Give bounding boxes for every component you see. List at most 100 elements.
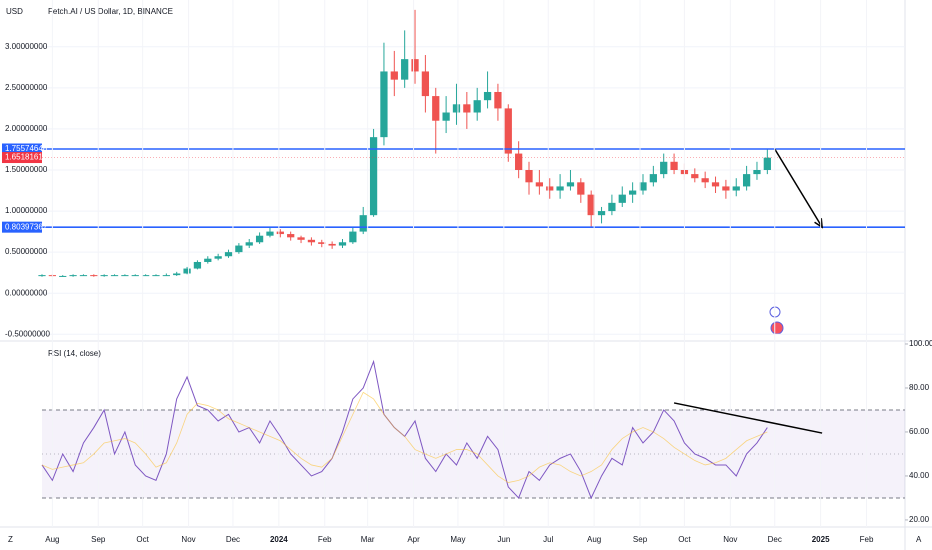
x-tick-label: May bbox=[450, 535, 465, 544]
x-tick-label: Sep bbox=[633, 535, 648, 544]
x-tick-label: Dec bbox=[768, 535, 782, 544]
level-label: 0.80397367 bbox=[5, 222, 48, 231]
candle-body bbox=[152, 275, 160, 277]
level-label: 1.75574648 bbox=[5, 144, 48, 153]
candle-body bbox=[473, 100, 481, 113]
candle-body bbox=[193, 261, 202, 269]
candle-body bbox=[235, 245, 243, 253]
event-icon[interactable] bbox=[770, 321, 784, 335]
candle-body bbox=[349, 231, 357, 243]
x-tick-label: Jul bbox=[543, 535, 553, 544]
candle-body bbox=[79, 275, 88, 277]
indicator-title: RSI (14, close) bbox=[48, 349, 101, 358]
candle-body bbox=[141, 275, 150, 277]
candle-body bbox=[214, 256, 222, 259]
candle-body bbox=[535, 182, 543, 187]
x-tick-label: Aug bbox=[587, 535, 601, 544]
candle-body bbox=[546, 186, 554, 191]
candle-body bbox=[380, 71, 388, 138]
x-tick-label: Aug bbox=[45, 535, 59, 544]
x-tick-label: Nov bbox=[181, 535, 195, 544]
candle-body bbox=[515, 153, 523, 170]
zoom-button[interactable]: Z bbox=[8, 535, 13, 544]
candle-body bbox=[173, 273, 181, 276]
candle-body bbox=[504, 108, 512, 154]
candle-body bbox=[691, 174, 699, 179]
y-tick-label: 0.00000000 bbox=[5, 288, 48, 297]
candle-body bbox=[639, 182, 647, 191]
candle-body bbox=[701, 178, 709, 183]
candle-body bbox=[69, 275, 77, 277]
candle-body bbox=[556, 186, 564, 191]
candle-body bbox=[421, 71, 430, 97]
candle-body bbox=[649, 174, 657, 183]
arrow bbox=[774, 148, 823, 228]
auto-scale-button[interactable]: A bbox=[916, 535, 922, 544]
candle-body bbox=[59, 275, 67, 277]
candle-body bbox=[452, 104, 461, 113]
candle-body bbox=[276, 231, 284, 235]
candle-body bbox=[183, 268, 191, 274]
candle-body bbox=[297, 237, 305, 240]
x-tick-label: 2024 bbox=[270, 535, 288, 544]
x-tick-label: Apr bbox=[407, 535, 420, 544]
candle-body bbox=[224, 252, 233, 257]
candle-body bbox=[204, 258, 212, 262]
candle-body bbox=[577, 182, 585, 195]
candle-body bbox=[131, 275, 139, 277]
x-tick-label: Oct bbox=[678, 535, 691, 544]
candle-body bbox=[525, 170, 533, 183]
x-tick-label: 2025 bbox=[812, 535, 830, 544]
candle-body bbox=[753, 170, 761, 175]
y-tick-label: 20.00 bbox=[909, 515, 930, 524]
candle-body bbox=[463, 104, 471, 113]
candle-body bbox=[245, 242, 253, 246]
level-label-box bbox=[2, 143, 42, 155]
candle-body bbox=[390, 71, 398, 80]
y-tick-label: 2.50000000 bbox=[5, 83, 48, 92]
y-tick-label: 40.00 bbox=[909, 471, 930, 480]
candle-body bbox=[121, 275, 129, 277]
chart-title: Fetch.AI / US Dollar, 1D, BINANCE bbox=[48, 7, 173, 16]
candle-body bbox=[338, 242, 347, 246]
x-tick-label: Jun bbox=[497, 535, 510, 544]
candle-body bbox=[287, 234, 295, 238]
x-tick-label: Dec bbox=[226, 535, 240, 544]
candle-body bbox=[722, 186, 730, 191]
candle-body bbox=[608, 202, 616, 212]
x-tick-label: Feb bbox=[318, 535, 332, 544]
y-tick-label: 3.00000000 bbox=[5, 42, 48, 51]
candle-body bbox=[763, 157, 771, 170]
last-price-box bbox=[2, 152, 42, 164]
y-tick-label: 0.50000000 bbox=[5, 247, 48, 256]
candle-body bbox=[307, 239, 316, 243]
candle-body bbox=[359, 215, 367, 232]
candle-body bbox=[670, 161, 678, 170]
candle-body bbox=[369, 137, 378, 216]
candle-body bbox=[411, 59, 419, 72]
candle-body bbox=[566, 182, 575, 187]
y-tick-label: 100.00 bbox=[909, 339, 932, 348]
currency-label: USD bbox=[6, 7, 23, 16]
rsi-ma-line bbox=[41, 391, 768, 483]
candle-body bbox=[110, 275, 119, 277]
rsi-band bbox=[42, 409, 905, 498]
candle-body bbox=[318, 242, 326, 244]
candle-body bbox=[255, 235, 264, 243]
x-tick-label: Feb bbox=[860, 535, 874, 544]
arrow-head bbox=[814, 218, 823, 229]
x-tick-label: Sep bbox=[91, 535, 106, 544]
candle-body bbox=[266, 231, 274, 236]
y-tick-label: 80.00 bbox=[909, 383, 930, 392]
candle-body bbox=[732, 186, 740, 191]
candle-body bbox=[618, 194, 626, 203]
candle-body bbox=[100, 275, 108, 277]
candle-body bbox=[162, 275, 170, 277]
y-tick-label: 2.00000000 bbox=[5, 124, 48, 133]
last-price-label: 1.65181610 bbox=[5, 153, 48, 162]
candle-body bbox=[742, 174, 751, 187]
level-label-box bbox=[2, 221, 42, 233]
candle-body bbox=[38, 275, 46, 277]
candle-body bbox=[660, 161, 668, 175]
